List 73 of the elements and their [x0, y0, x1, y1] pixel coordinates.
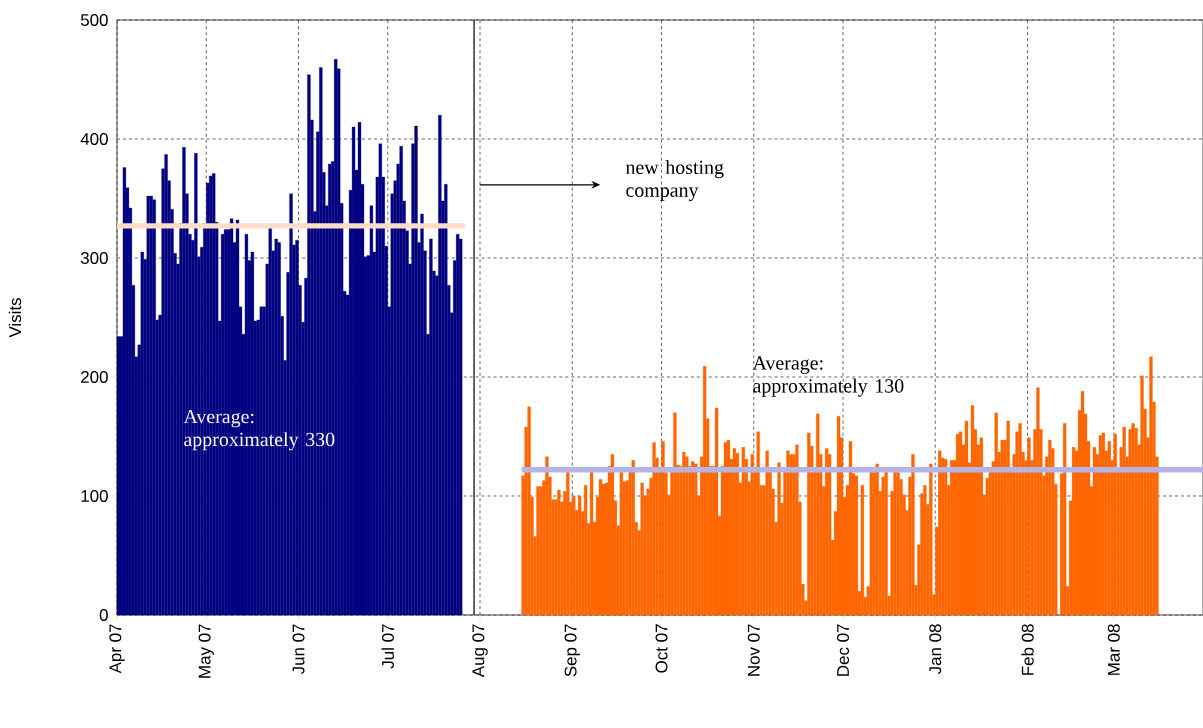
x-tick-label: Apr 07 [109, 624, 125, 674]
bar [848, 441, 853, 616]
bar [1048, 439, 1052, 616]
bar [152, 199, 156, 616]
bar [459, 238, 463, 616]
x-tick-label: Sep 07 [564, 624, 580, 677]
x-tick-label: Mar 08 [1107, 624, 1120, 675]
bar [557, 489, 561, 616]
bar [836, 416, 841, 616]
bar [140, 251, 144, 616]
annotation: Average: approximately 330 [183, 409, 335, 451]
bar [682, 451, 686, 616]
bar [869, 472, 873, 616]
bar [610, 454, 615, 616]
bar [673, 412, 677, 616]
bar [1122, 426, 1126, 616]
bar [786, 450, 790, 616]
bar [122, 167, 127, 616]
bar [640, 482, 644, 616]
bar [164, 154, 168, 616]
bar [765, 450, 769, 616]
x-tick-label: Nov 07 [747, 624, 760, 676]
bar [807, 432, 811, 616]
y-axis-title: Visits [8, 298, 22, 338]
bar [795, 444, 799, 616]
y-tick-label: 300 [80, 252, 108, 264]
bar [1080, 391, 1085, 616]
bar [1036, 387, 1040, 616]
bar [1027, 437, 1031, 616]
bar [399, 145, 403, 616]
bar [714, 407, 719, 616]
bar [1018, 423, 1022, 616]
y-tick-label: 200 [81, 371, 108, 383]
y-tick-label: 400 [80, 133, 108, 145]
y-tick-label: 100 [81, 490, 108, 502]
bar [816, 413, 820, 616]
bar [545, 456, 549, 616]
bar [631, 460, 635, 616]
bar [420, 213, 424, 616]
bar [429, 238, 433, 616]
x-tick-label: Oct 07 [655, 624, 668, 673]
bar [893, 472, 897, 616]
bar [884, 472, 888, 616]
bar [756, 431, 760, 616]
annotation: Average: approximately 130 [752, 356, 904, 397]
bar [1063, 423, 1067, 616]
x-tick-label: Jan 08 [929, 624, 942, 675]
bar [777, 462, 781, 616]
x-tick-label: Jun 07 [292, 624, 305, 675]
x-tick-label: Jul 07 [381, 624, 394, 669]
bar [929, 463, 933, 616]
bar [1149, 356, 1153, 616]
x-tick-label: May 07 [198, 624, 214, 678]
bar [414, 125, 418, 616]
bar [527, 406, 531, 616]
x-tick-label: Feb 08 [1021, 624, 1034, 675]
y-tick-label: 500 [80, 14, 108, 26]
bar [938, 450, 942, 616]
bar [1131, 423, 1135, 616]
bar [438, 115, 442, 616]
bar [955, 433, 960, 616]
bar [1006, 420, 1010, 616]
x-tick-label: Dec 07 [837, 624, 850, 676]
y-tick-label: 0 [99, 609, 108, 621]
bar [1140, 375, 1144, 616]
annotation: new hosting company [625, 160, 724, 202]
bar [923, 485, 927, 616]
bar [598, 479, 603, 616]
x-tick-label: Aug 07 [472, 624, 488, 678]
bar [911, 454, 915, 616]
bar [652, 442, 656, 616]
bar [896, 472, 900, 616]
bar [536, 486, 540, 616]
